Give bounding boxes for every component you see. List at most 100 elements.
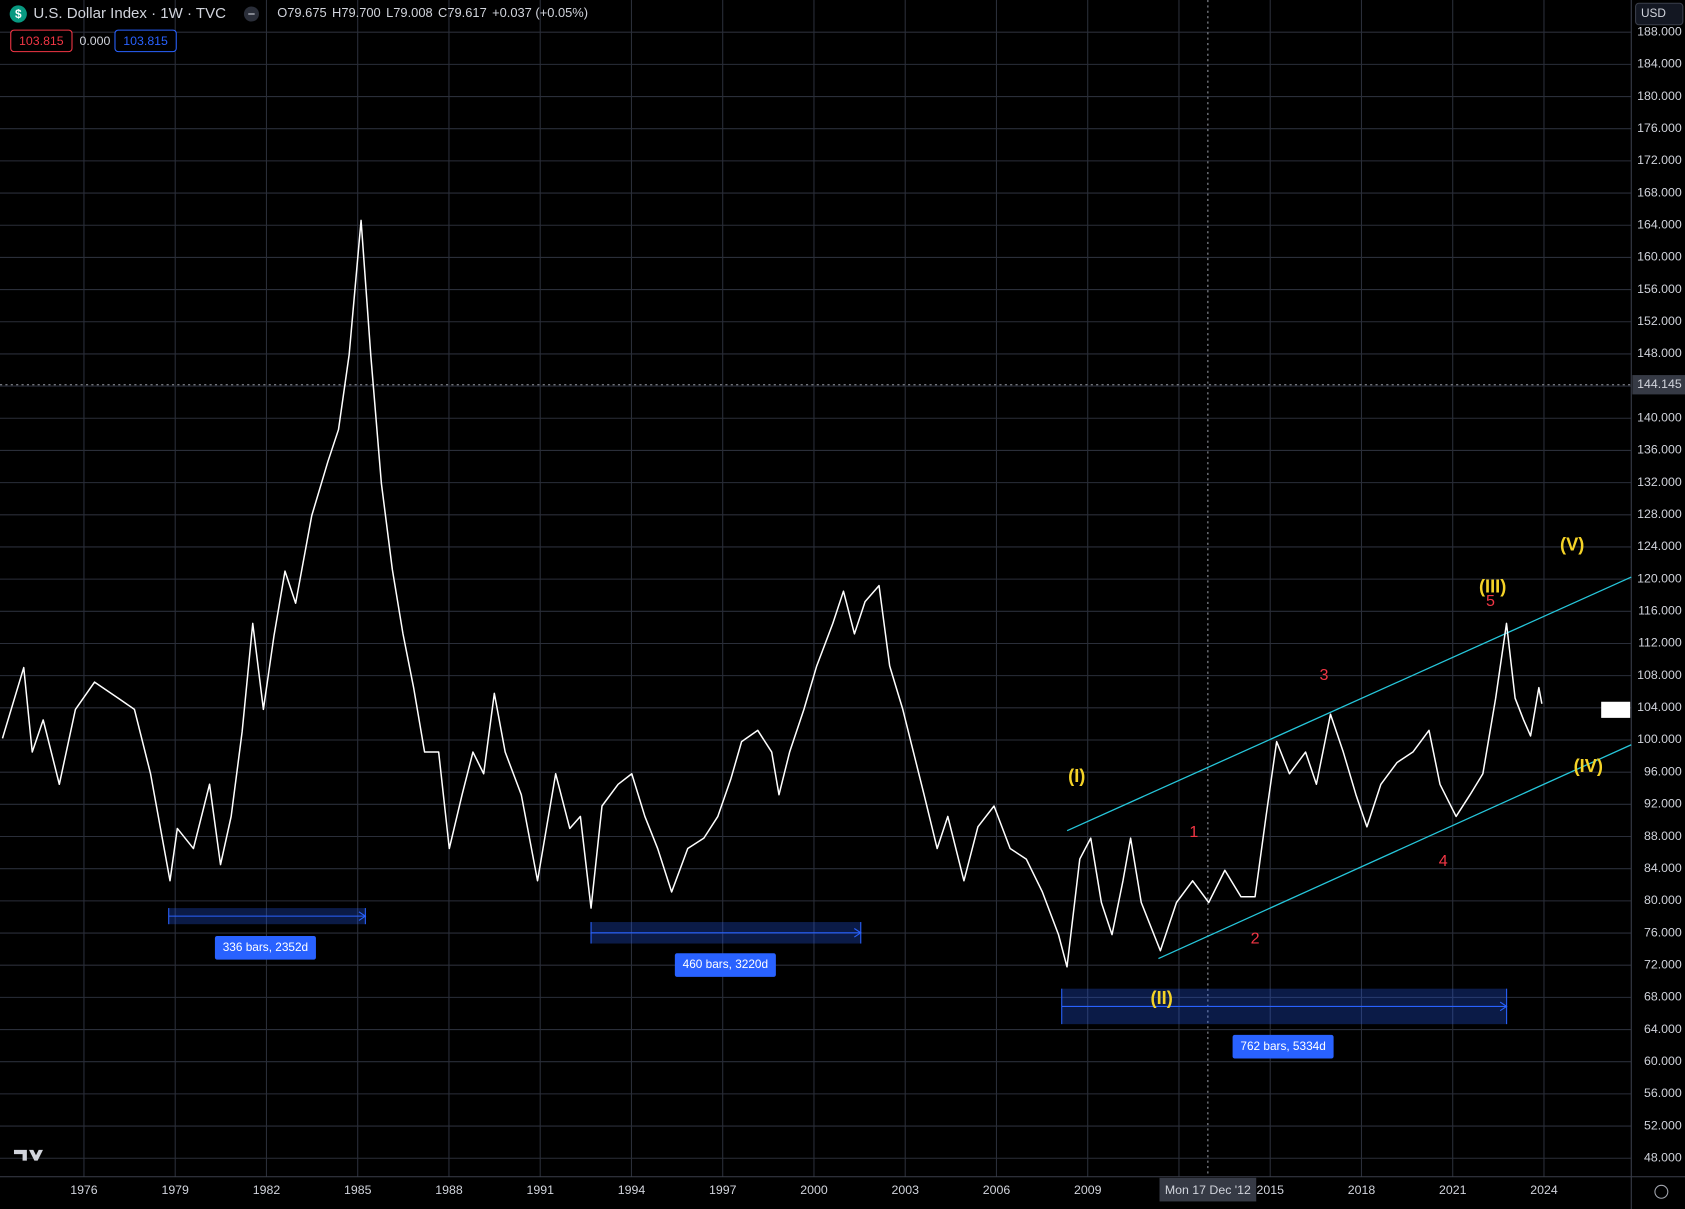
crosshair-y-label: 144.145	[1637, 377, 1682, 391]
channel-lower	[1158, 744, 1632, 960]
x-tick-label: 1982	[253, 1183, 281, 1197]
measure-arrowhead	[358, 911, 367, 921]
y-tick-label: 148.000	[1637, 346, 1682, 360]
ohlc-label: C	[438, 5, 447, 20]
wave-label: 5	[1486, 592, 1495, 610]
currency-box[interactable]	[1635, 2, 1684, 26]
wave-label: 2	[1251, 929, 1260, 947]
x-tick-label: 1997	[709, 1183, 737, 1197]
wave-label: (II)	[1151, 987, 1173, 1008]
y-tick-label: 84.000	[1644, 861, 1682, 875]
x-tick-label: 2000	[800, 1183, 828, 1197]
measure-arrowhead	[1499, 1001, 1508, 1012]
y-tick-label: 120.000	[1637, 571, 1682, 585]
measure-label-box	[674, 953, 776, 977]
x-tick-label: 2024	[1530, 1183, 1558, 1197]
settings-icon[interactable]	[1654, 1184, 1669, 1199]
wave-label: 1	[1189, 823, 1198, 841]
grid	[0, 0, 1632, 1177]
y-tick-label: 172.000	[1637, 153, 1682, 167]
y-tick-label: 160.000	[1637, 250, 1682, 264]
measure-label-box	[1232, 1034, 1334, 1059]
last-price-marker	[1601, 701, 1631, 718]
y-tick-label: 156.000	[1637, 282, 1682, 296]
wave-label: 3	[1319, 666, 1328, 684]
y-tick-label: 100.000	[1637, 732, 1682, 746]
wave-label: (IV)	[1574, 755, 1603, 776]
ohlc-label: H	[332, 5, 341, 20]
ohlc-value: 79.700	[341, 5, 380, 20]
y-tick-label: 184.000	[1637, 57, 1682, 71]
y-tick-label: 88.000	[1644, 829, 1682, 843]
x-tick-label: 2018	[1348, 1183, 1376, 1197]
crosshair-x-label: Mon 17 Dec '12	[1165, 1183, 1251, 1197]
y-tick-label: 104.000	[1637, 700, 1682, 714]
symbol-icon-glyph: $	[15, 7, 22, 21]
y-tick-label: 140.000	[1637, 411, 1682, 425]
y-tick-label: 124.000	[1637, 539, 1682, 553]
y-tick-label: 180.000	[1637, 89, 1682, 103]
y-tick-label: 132.000	[1637, 475, 1682, 489]
x-tick-label: 1985	[344, 1183, 372, 1197]
wave-label: (I)	[1068, 765, 1085, 786]
measure-label: 336 bars, 2352d	[223, 940, 308, 954]
x-tick-label: 2006	[983, 1183, 1011, 1197]
y-tick-label: 64.000	[1644, 1022, 1682, 1036]
x-tick-label: 1991	[526, 1183, 554, 1197]
channel-upper	[1066, 576, 1632, 832]
price-line	[1, 219, 1543, 968]
ohlc-value: 79.675	[287, 5, 326, 20]
x-tick-label: 2003	[891, 1183, 919, 1197]
currency: USD	[1641, 6, 1666, 20]
x-tick-label: 2015	[1256, 1183, 1284, 1197]
y-tick-label: 108.000	[1637, 668, 1682, 682]
x-tick-label: 1976	[70, 1183, 98, 1197]
crosshair-y-box	[1632, 375, 1685, 395]
y-tick-label: 60.000	[1644, 1054, 1682, 1068]
badge: 103.815	[123, 34, 168, 48]
ohlc-value: 79.008	[393, 5, 432, 20]
ohlc: O79.675 H79.700 L79.008 C79.617 +0.037 (+0.0…	[277, 5, 588, 20]
badge-box	[114, 29, 177, 53]
y-tick-label: 176.000	[1637, 121, 1682, 135]
x-tick-label: 2021	[1439, 1183, 1467, 1197]
crosshair-x-box	[1159, 1177, 1257, 1202]
x-tick-label: 1988	[435, 1183, 463, 1197]
y-tick-label: 68.000	[1644, 990, 1682, 1004]
tv-logo[interactable]	[13, 1149, 43, 1161]
badge: 103.815	[19, 34, 64, 48]
y-tick-label: 128.000	[1637, 507, 1682, 521]
x-tick-label: 1994	[618, 1183, 646, 1197]
y-tick-label: 80.000	[1644, 893, 1682, 907]
y-tick-label: 52.000	[1644, 1118, 1682, 1132]
measure-label: 460 bars, 3220d	[683, 957, 768, 971]
x-tick-label: 2009	[1074, 1183, 1102, 1197]
badge: 0.000	[80, 34, 111, 48]
measure-label: 762 bars, 5334d	[1240, 1039, 1325, 1053]
badge-box	[10, 29, 73, 53]
ohlc-label: O	[277, 5, 287, 20]
y-tick-label: 116.000	[1638, 604, 1682, 618]
symbol-title: U.S. Dollar Index · 1W · TVC	[33, 5, 226, 22]
wave-label: (III)	[1479, 576, 1506, 597]
measure-label-box	[214, 936, 316, 960]
wave-label: 4	[1439, 852, 1448, 870]
y-tick-label: 164.000	[1637, 218, 1682, 232]
y-tick-label: 188.000	[1637, 24, 1682, 38]
y-tick-label: 76.000	[1644, 925, 1682, 939]
measure-arrowhead	[854, 928, 862, 938]
y-tick-label: 72.000	[1644, 957, 1682, 971]
y-tick-label: 92.000	[1644, 797, 1682, 811]
y-tick-label: 152.000	[1637, 314, 1682, 328]
x-tick-label: 1979	[161, 1183, 189, 1197]
y-tick-label: 96.000	[1644, 764, 1682, 778]
ohlc-value: 79.617	[447, 5, 486, 20]
wave-label: (V)	[1560, 534, 1584, 555]
change: +0.037 (+0.05%)	[492, 5, 588, 20]
y-tick-label: 168.000	[1637, 185, 1682, 199]
y-tick-label: 136.000	[1637, 443, 1682, 457]
y-tick-label: 112.000	[1638, 636, 1682, 650]
